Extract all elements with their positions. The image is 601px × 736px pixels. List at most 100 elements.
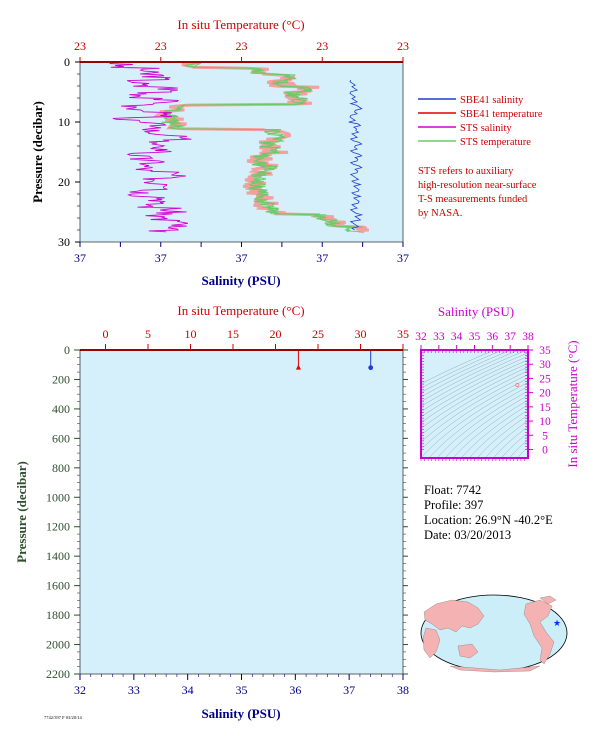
legend-note-line: high-resolution near-surface [418, 180, 537, 191]
legend-item-sts-salinity: STS salinity [418, 123, 512, 134]
y-axis-title: Pressure (decibar) [30, 101, 45, 203]
plot-area-full-depth [80, 350, 403, 674]
legend-label: SBE41 temperature [460, 109, 543, 120]
legend-item-sbe41-temperature: SBE41 temperature [418, 109, 543, 120]
density-contour [421, 350, 511, 393]
bottom-tick-label: 32 [74, 683, 86, 697]
density-contour [421, 378, 528, 450]
top-ticks-salinity: 32 33 34 35 36 37 38 [415, 331, 534, 461]
density-contour [421, 352, 528, 407]
legend: SBE41 salinity SBE41 temperature STS sal… [418, 95, 543, 219]
top-tick-label: 23 [74, 39, 86, 53]
top-tick-label: 34 [451, 331, 463, 343]
chart-full-depth: 0 5 10 15 20 25 30 35 32 33 34 35 36 37 38 0 200 400 600… [14, 303, 409, 721]
bottom-tick-label: 33 [128, 683, 140, 697]
top-tick-label: 23 [397, 39, 409, 53]
legend-note-line: by NASA. [418, 208, 462, 219]
plot-area-near-surface [80, 62, 403, 242]
top-tick-label: 23 [316, 39, 328, 53]
right-ticks-temperature: 0 5 10 15 20 25 30 35 [421, 345, 551, 456]
legend-label: STS salinity [460, 123, 512, 134]
right-tick-label: 0 [542, 444, 548, 456]
map-land-africa [422, 627, 441, 659]
y-axis-title: Pressure (decibar) [14, 461, 29, 563]
top-tick-label: 23 [236, 39, 248, 53]
density-contour [428, 386, 528, 458]
density-contour [436, 390, 528, 458]
bottom-ticks-salinity: 37 37 37 37 37 [74, 242, 409, 265]
density-contour [421, 370, 528, 436]
y-tick-label: 0 [64, 55, 70, 69]
right-axis-title: In situ Temperature (°C) [565, 340, 580, 467]
right-tick-label: 20 [539, 388, 551, 400]
top-axis-title: In situ Temperature (°C) [177, 303, 304, 318]
top-tick-label: 32 [415, 331, 427, 343]
bottom-axis-title: Salinity (PSU) [201, 273, 280, 288]
density-contour [477, 414, 528, 458]
right-tick-label: 5 [542, 430, 548, 442]
series-marker [295, 364, 301, 370]
top-tick-label: 20 [270, 327, 282, 341]
y-tick-label: 1400 [46, 549, 70, 563]
location: Location: 26.9°N -40.2°E [424, 513, 553, 527]
y-tick-label: 0 [64, 343, 70, 357]
y-tick-label: 2000 [46, 638, 70, 652]
map-land-americas [523, 599, 555, 665]
y-tick-label: 200 [52, 372, 70, 386]
density-contour [468, 409, 528, 458]
density-contour [421, 350, 503, 389]
density-contour [485, 420, 528, 458]
right-tick-label: 30 [539, 359, 551, 371]
date: Date: 03/20/2013 [424, 528, 511, 542]
bottom-tick-label: 37 [397, 251, 409, 265]
density-contour [452, 399, 528, 458]
full-depth-series [295, 350, 374, 371]
profile-number: Profile: 397 [424, 498, 483, 512]
top-tick-label: 5 [145, 327, 151, 341]
density-contour [421, 350, 495, 385]
right-tick-label: 10 [539, 416, 551, 428]
bottom-tick-label: 37 [74, 251, 86, 265]
density-contour [460, 404, 528, 458]
map-land-eurasia [423, 599, 485, 633]
footer-code: 7742/397 F 03/20/14 [44, 715, 83, 720]
bottom-tick-label: 34 [182, 683, 194, 697]
legend-note-line: STS refers to auxiliary [418, 166, 514, 177]
y-tick-label: 1800 [46, 608, 70, 622]
right-tick-label: 25 [539, 373, 551, 385]
y-tick-label: 20 [58, 175, 70, 189]
right-tick-label: 35 [539, 345, 551, 357]
top-tick-label: 0 [103, 327, 109, 341]
top-tick-label: 10 [185, 327, 197, 341]
ts-point [515, 382, 520, 387]
density-contour [421, 382, 528, 458]
y-ticks-pressure: 0 10 20 30 [58, 55, 80, 249]
bottom-tick-label: 37 [316, 251, 328, 265]
ts-points [515, 382, 520, 387]
density-contour [493, 426, 528, 458]
y-tick-label: 2200 [46, 667, 70, 681]
bottom-ticks-salinity: 32 33 34 35 36 37 38 [74, 674, 409, 697]
legend-item-sts-temperature: STS temperature [418, 137, 531, 148]
legend-label: STS temperature [460, 137, 531, 148]
top-tick-label: 33 [433, 331, 445, 343]
float-position-marker: ★ [553, 618, 561, 628]
y-tick-label: 10 [58, 115, 70, 129]
legend-note-line: T-S measurements funded [418, 194, 528, 205]
top-tick-label: 35 [469, 331, 481, 343]
map-land-antarctica [449, 665, 541, 673]
top-ticks-temperature: 23 23 23 23 23 [74, 39, 409, 62]
y-tick-label: 1200 [46, 520, 70, 534]
bottom-tick-label: 37 [236, 251, 248, 265]
series-sts-salinity [109, 62, 192, 233]
chart-ts-diagram: 32 33 34 35 36 37 38 0 5 10 15 20 25 30 35 Salinity (… [415, 304, 580, 468]
bottom-tick-label: 36 [289, 683, 301, 697]
density-contour [421, 350, 519, 398]
density-contour [421, 374, 528, 443]
density-contour [421, 359, 528, 418]
world-map-inset: ★ [420, 594, 568, 673]
top-tick-label: 15 [227, 327, 239, 341]
right-tick-label: 15 [539, 402, 551, 414]
y-tick-label: 1600 [46, 579, 70, 593]
